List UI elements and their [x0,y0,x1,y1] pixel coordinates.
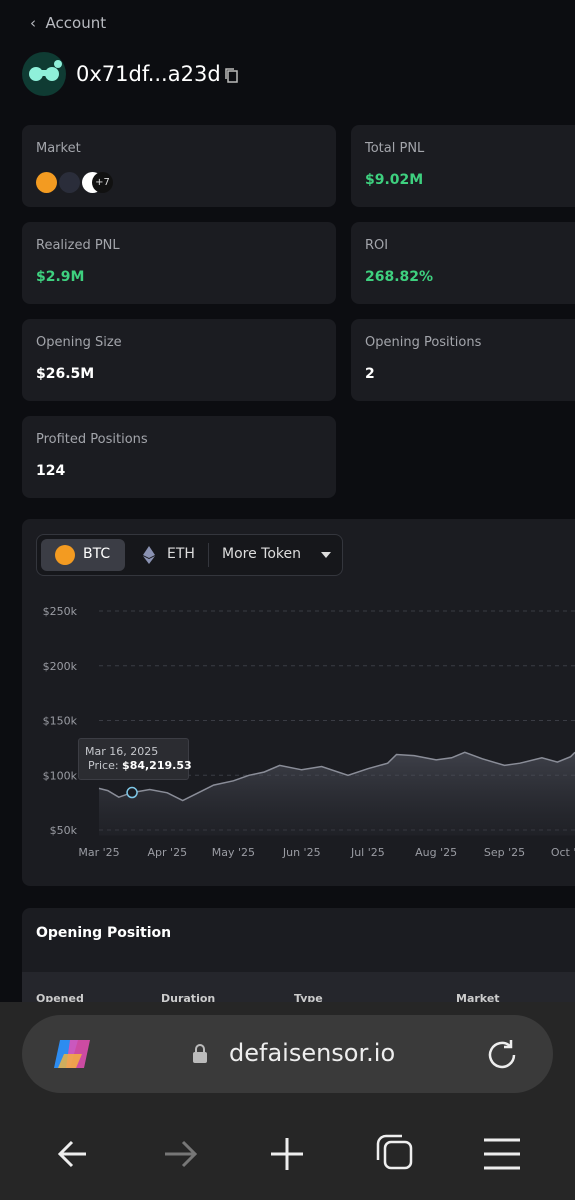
tab-more[interactable]: More Token [213,539,339,571]
stat-card: Opening Size $26.5M [22,319,336,401]
x-tick-label: Sep '25 [484,846,525,859]
stat-label: Realized PNL [36,238,120,253]
back-label: Account [45,14,107,32]
stat-value: $26.5M [36,366,95,382]
copilot-icon[interactable] [52,1034,94,1074]
stat-card: ROI 268.82% [351,222,575,304]
price-area [99,752,575,836]
avatar-logo [29,60,62,81]
market-icons: +7 [36,172,136,194]
url-bar[interactable]: defaisensor.io [22,1015,553,1093]
x-tick-label: Jun '25 [282,846,321,859]
stat-card: Realized PNL $2.9M [22,222,336,304]
tab-label: BTC [83,546,111,562]
stat-card: Opening Positions 2 [351,319,575,401]
nav-forward[interactable] [165,1140,198,1168]
x-tick-label: May '25 [212,846,255,859]
nav-new-tab[interactable] [271,1138,303,1170]
stat-value: 268.82% [365,269,434,285]
nav-tabs[interactable] [376,1134,413,1170]
url: defaisensor.io [229,1039,396,1067]
stat-label: Total PNL [365,141,425,156]
tab-label: More Token [222,546,301,562]
x-tick-label: Aug '25 [415,846,457,859]
copy-icon[interactable] [224,67,240,85]
stat-value: $2.9M [36,269,85,285]
tooltip-price-label: Price: [88,759,119,772]
positions-title: Opening Position [36,925,172,941]
nav-menu[interactable] [484,1138,520,1170]
more-badge: +7 [92,172,113,193]
token-tabs: BTC ETH More Token [36,534,343,576]
x-tick-label: Jul '25 [350,846,385,859]
tab-label: ETH [167,546,195,562]
y-tick-label: $200k [43,660,78,673]
y-tick-label: $50k [50,824,78,837]
column-header: Market [456,992,500,1005]
stat-value: 124 [36,463,66,479]
back-button[interactable]: ‹ Account [30,14,107,32]
x-tick-label: Apr '25 [148,846,188,859]
avatar [22,52,66,96]
stat-label: Opening Positions [365,335,482,350]
token-icon [59,172,80,193]
tooltip-point [126,786,138,799]
stat-label: ROI [365,238,389,253]
stat-label: Profited Positions [36,432,148,447]
column-header: Type [294,992,323,1005]
x-tick-label: Oct '25 [551,846,575,859]
tooltip: Mar 16, 2025 Price: $84,219.53 [78,738,192,780]
stat-card: Total PNL $9.02M [351,125,575,207]
stat-value: $9.02M [365,172,424,188]
stat-value: 2 [365,366,375,382]
stat-label: Market [36,141,81,156]
y-tick-label: $250k [43,605,78,618]
tab-btc[interactable]: BTC [41,539,125,571]
address: 0x71df...a23d [76,62,221,86]
nav-bar [57,1134,520,1170]
tooltip-date: Mar 16, 2025 [85,745,159,758]
y-tick-label: $150k [43,715,78,728]
x-tick-label: Mar '25 [78,846,119,859]
tab-eth[interactable]: ETH [137,539,207,571]
stat-card: Market +7 [22,125,336,207]
nav-back[interactable] [57,1140,86,1168]
reload[interactable] [484,1037,520,1073]
column-header: Opened [36,992,84,1005]
y-tick-label: $100k [43,769,78,782]
column-header: Duration [161,992,216,1005]
tooltip-price: $84,219.53 [122,759,192,772]
stat-label: Opening Size [36,335,122,350]
price-line [98,751,575,802]
token-icon [36,172,57,193]
stat-card: Profited Positions 124 [22,416,336,498]
price-chart: $50k $100k $150k $200k $250k Mar '25 Apr '25 Ma… [43,605,575,859]
